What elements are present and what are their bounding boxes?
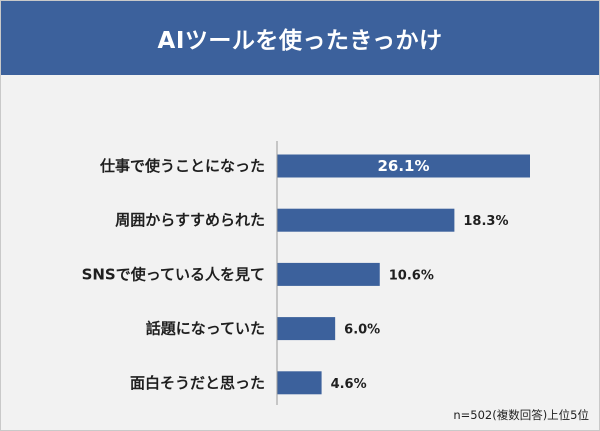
value-label: 4.6% <box>331 377 367 392</box>
value-label: 26.1% <box>377 157 429 175</box>
bar <box>277 371 322 395</box>
chart-title: AIツールを使ったきっかけ <box>157 28 443 54</box>
bar <box>277 262 380 286</box>
category-label: 話題になっていた <box>146 320 265 338</box>
value-label: 6.0% <box>344 323 380 338</box>
sample-note: n=502(複数回答)上位5位 <box>453 408 589 422</box>
bar <box>277 317 336 341</box>
title-banner: AIツールを使ったきっかけ <box>1 1 599 75</box>
category-label: 周囲からすすめられた <box>115 211 265 229</box>
category-label: SNSで使っている人を見て <box>82 265 265 283</box>
value-label: 18.3% <box>463 214 508 229</box>
category-label: 仕事で使うことになった <box>99 157 265 175</box>
bar <box>277 208 455 232</box>
value-label: 10.6% <box>389 268 434 283</box>
bar <box>277 154 530 178</box>
category-label: 面白そうだと思った <box>130 374 265 392</box>
